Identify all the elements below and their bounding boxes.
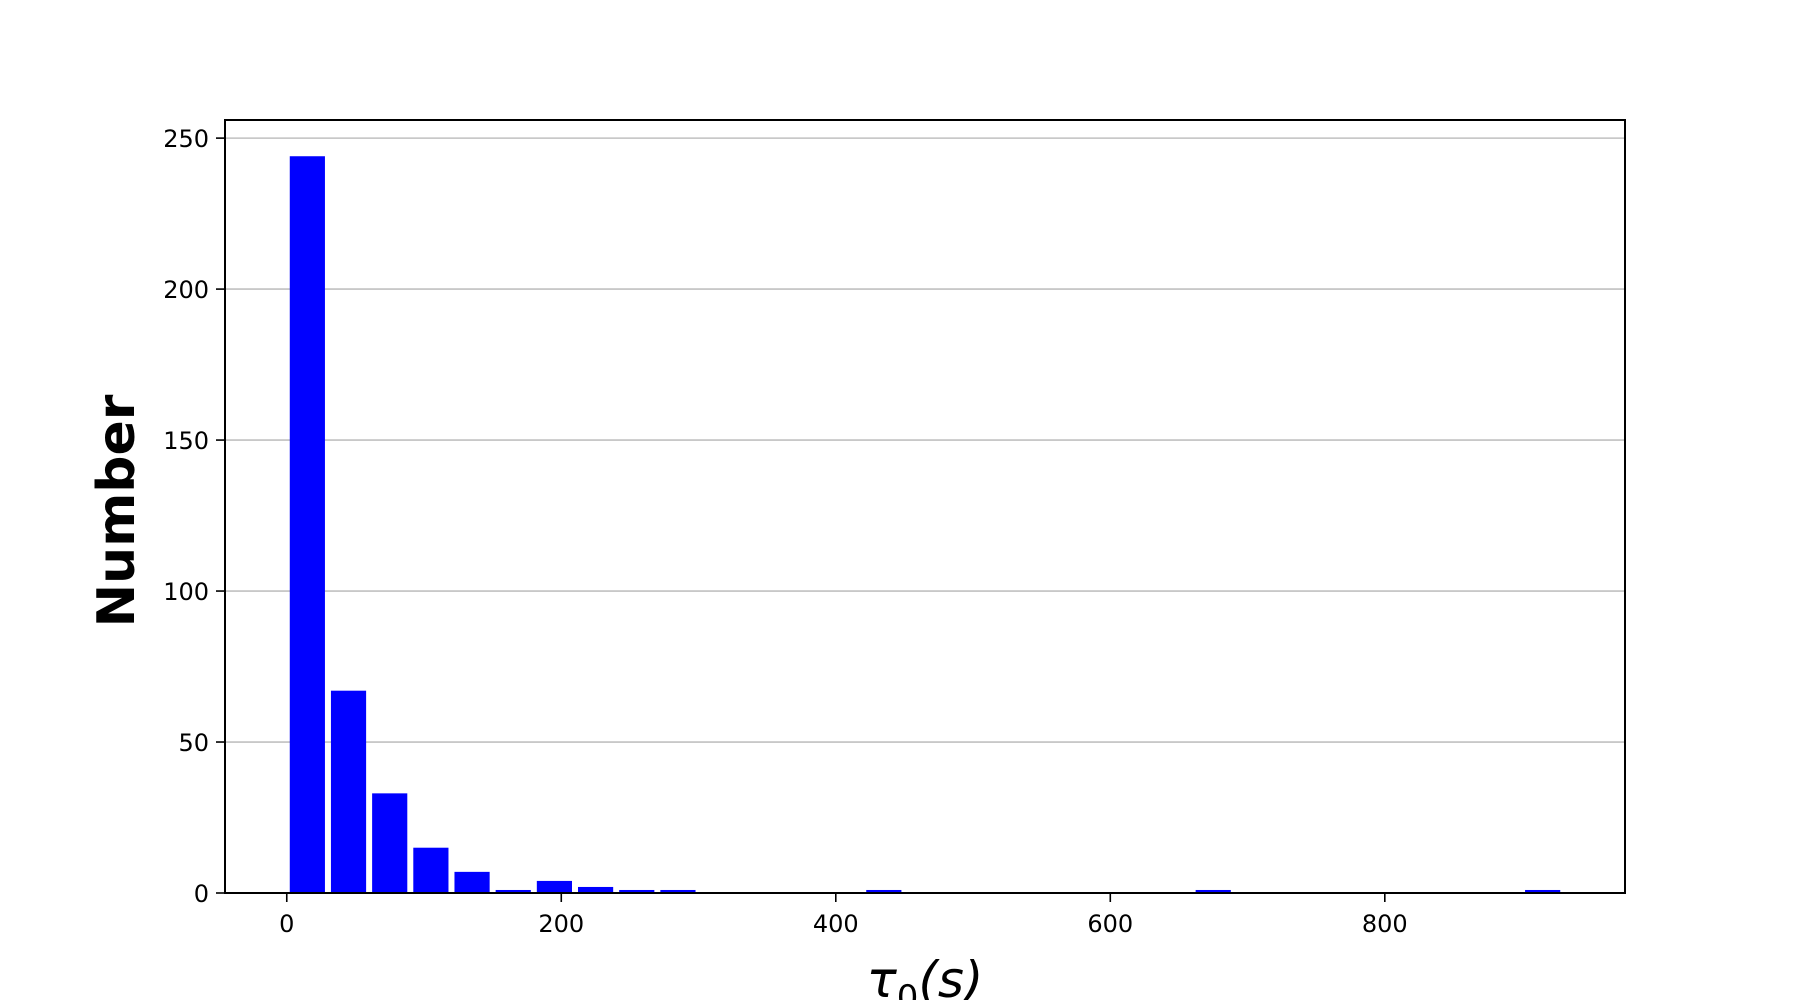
x-axis-label-subscript: 0 <box>897 978 919 1000</box>
bar-1 <box>330 690 367 893</box>
plot-frame <box>224 119 1626 894</box>
x-axis-ticks: 0 200 400 600 800 <box>279 893 1408 938</box>
y-axis-label: Number <box>87 394 147 627</box>
bar-9 <box>660 889 696 893</box>
bar-5 <box>495 889 531 893</box>
x-tick-label-0: 0 <box>279 910 294 938</box>
bar-10 <box>866 889 902 893</box>
x-axis-label: τ0(s) <box>867 951 984 1000</box>
bar-7 <box>578 886 614 893</box>
x-axis-label-unit: (s) <box>918 951 983 1000</box>
bars <box>289 156 1561 893</box>
bar-2 <box>372 793 408 893</box>
y-tick-label-0: 0 <box>194 880 209 908</box>
y-axis-ticks: 0 50 100 150 200 250 <box>163 125 225 908</box>
bar-11 <box>1195 889 1231 893</box>
x-tick-label-4: 800 <box>1362 910 1408 938</box>
bar-0 <box>289 156 325 893</box>
grid-lines <box>225 137 1625 743</box>
y-tick-label-3: 150 <box>163 427 209 455</box>
y-tick-label-1: 50 <box>178 729 209 757</box>
y-tick-label-5: 250 <box>163 125 209 153</box>
bar-4 <box>454 871 490 893</box>
bar-8 <box>619 889 655 893</box>
bar-6 <box>536 880 572 893</box>
x-tick-label-1: 200 <box>538 910 584 938</box>
x-tick-label-3: 600 <box>1087 910 1133 938</box>
y-tick-label-4: 200 <box>163 276 209 304</box>
bar-12 <box>1525 889 1561 893</box>
bar-3 <box>413 847 449 893</box>
x-axis-label-base: τ <box>867 951 898 1000</box>
y-tick-label-2: 100 <box>163 578 209 606</box>
x-tick-label-2: 400 <box>813 910 859 938</box>
